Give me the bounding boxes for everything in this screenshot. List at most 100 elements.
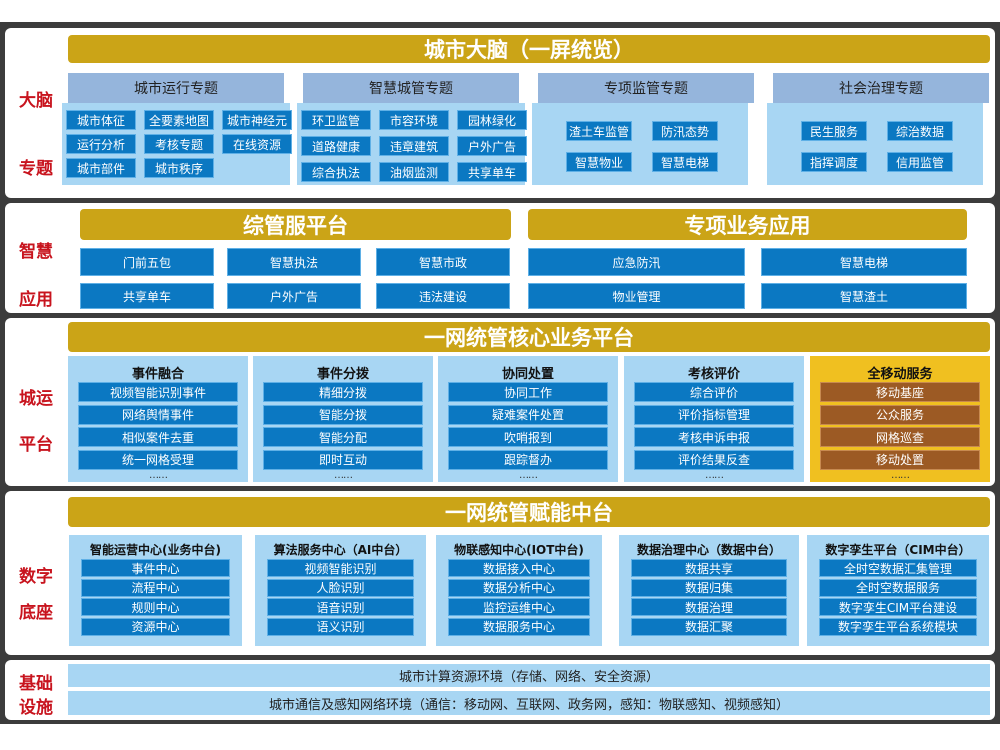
column-header: 数字孪生平台（CIM中台） [825, 543, 971, 557]
ops-item[interactable]: 公众服务 [820, 404, 980, 425]
section-label: 智慧 [19, 242, 53, 262]
group-body [532, 103, 748, 185]
topic-item[interactable]: 综合执法 [301, 162, 371, 182]
column-header: 事件分拨 [316, 367, 369, 382]
more-ellipsis: …… [705, 470, 724, 481]
app-item[interactable]: 共享单车 [80, 283, 214, 309]
base-item[interactable]: 语音识别 [267, 598, 414, 616]
base-item[interactable]: 数字孪生平台系统模块 [819, 617, 977, 636]
section-label: 城运 [19, 389, 53, 409]
topic-item[interactable]: 违章建筑 [379, 136, 449, 156]
topic-item[interactable]: 民生服务 [801, 121, 867, 141]
topic-item[interactable]: 运行分析 [66, 134, 136, 154]
infra-row: 城市计算资源环境（存储、网络、安全资源） [68, 664, 990, 687]
topic-item[interactable]: 全要素地图 [144, 110, 214, 130]
base-item[interactable]: 数据治理 [631, 598, 787, 616]
more-ellipsis: …… [891, 470, 910, 481]
ops-item[interactable]: 智能分配 [263, 427, 423, 447]
topic-item[interactable]: 考核专题 [144, 134, 214, 154]
app-item[interactable]: 智慧电梯 [761, 248, 967, 276]
topic-item[interactable]: 城市神经元 [222, 110, 292, 130]
more-ellipsis: …… [149, 470, 168, 481]
ops-item[interactable]: 吹哨报到 [448, 427, 608, 447]
topic-item[interactable]: 智慧电梯 [652, 152, 718, 172]
ops-item[interactable]: 智能分拨 [263, 404, 423, 425]
base-item[interactable]: 数据汇聚 [631, 617, 787, 636]
ops-item[interactable]: 网络舆情事件 [78, 404, 238, 425]
base-item[interactable]: 资源中心 [81, 617, 230, 636]
app-item[interactable]: 应急防汛 [528, 248, 745, 276]
ops-item[interactable]: 视频智能识别事件 [78, 382, 238, 402]
topic-item[interactable]: 防汛态势 [652, 121, 718, 141]
column-header: 数据治理中心（数据中台） [636, 543, 781, 557]
base-item[interactable]: 事件中心 [81, 559, 230, 577]
base-item[interactable]: 数据分析中心 [448, 578, 590, 597]
base-item[interactable]: 规则中心 [81, 598, 230, 616]
ops-item[interactable]: 协同工作 [448, 382, 608, 402]
group-header: 智慧城管专题 [303, 73, 519, 103]
base-item[interactable]: 全时空数据服务 [819, 578, 977, 597]
app-item[interactable]: 智慧市政 [376, 248, 510, 276]
platform-title: 专项业务应用 [528, 209, 967, 240]
ops-item[interactable]: 评价结果反查 [634, 449, 794, 470]
column-header: 算法服务中心（AI中台） [273, 543, 408, 557]
topic-item[interactable]: 城市部件 [66, 158, 136, 178]
topic-item[interactable]: 市容环境 [379, 110, 449, 130]
base-item[interactable]: 数字孪生CIM平台建设 [819, 598, 977, 616]
topic-item[interactable]: 环卫监管 [301, 110, 371, 130]
base-item[interactable]: 数据归集 [631, 578, 787, 597]
topic-item[interactable]: 渣土车监管 [566, 121, 632, 141]
ops-item[interactable]: 考核申诉申报 [634, 427, 794, 447]
base-item[interactable]: 视频智能识别 [267, 559, 414, 577]
base-item[interactable]: 数据服务中心 [448, 617, 590, 636]
ops-item[interactable]: 统一网格受理 [78, 449, 238, 470]
infra-row: 城市通信及感知网络环境（通信：移动网、互联网、政务网，感知：物联感知、视频感知） [68, 691, 990, 715]
topic-item[interactable]: 共享单车 [457, 162, 527, 182]
ops-item[interactable]: 疑难案件处置 [448, 404, 608, 425]
base-item[interactable]: 人脸识别 [267, 578, 414, 597]
ops-item[interactable]: 综合评价 [634, 382, 794, 402]
topic-item[interactable]: 户外广告 [457, 136, 527, 156]
ops-item[interactable]: 网格巡查 [820, 427, 980, 447]
base-item[interactable]: 全时空数据汇集管理 [819, 559, 977, 577]
section-title: 一网统管核心业务平台 [68, 322, 990, 352]
more-ellipsis: …… [334, 470, 353, 481]
column-header: 协同处置 [501, 367, 554, 382]
base-item[interactable]: 语义识别 [267, 617, 414, 636]
topic-item[interactable]: 道路健康 [301, 136, 371, 156]
column-header: 物联感知中心(IOT中台) [454, 543, 584, 557]
topic-item[interactable]: 油烟监测 [379, 162, 449, 182]
ops-item[interactable]: 移动处置 [820, 449, 980, 470]
group-body [767, 103, 983, 185]
section-title: 城市大脑（一屏统览） [68, 35, 990, 63]
column-header: 考核评价 [687, 367, 740, 382]
ops-item[interactable]: 跟踪督办 [448, 449, 608, 470]
base-item[interactable]: 数据共享 [631, 559, 787, 577]
topic-item[interactable]: 城市体征 [66, 110, 136, 130]
topic-item[interactable]: 在线资源 [222, 134, 292, 154]
section-label: 设施 [19, 698, 53, 718]
app-item[interactable]: 违法建设 [376, 283, 510, 309]
ops-item[interactable]: 评价指标管理 [634, 404, 794, 425]
section-label: 应用 [19, 290, 53, 310]
app-item[interactable]: 智慧渣土 [761, 283, 967, 309]
ops-item[interactable]: 精细分拨 [263, 382, 423, 402]
topic-item[interactable]: 综治数据 [887, 121, 953, 141]
app-item[interactable]: 门前五包 [80, 248, 214, 276]
ops-item[interactable]: 移动基座 [820, 382, 980, 402]
base-item[interactable]: 监控运维中心 [448, 598, 590, 616]
base-item[interactable]: 数据接入中心 [448, 559, 590, 577]
topic-item[interactable]: 园林绿化 [457, 110, 527, 130]
topic-item[interactable]: 城市秩序 [144, 158, 214, 178]
topic-item[interactable]: 信用监管 [887, 152, 953, 172]
base-item[interactable]: 流程中心 [81, 578, 230, 597]
topic-item[interactable]: 指挥调度 [801, 152, 867, 172]
column-header: 事件融合 [131, 367, 184, 382]
ops-item[interactable]: 相似案件去重 [78, 427, 238, 447]
group-header: 社会治理专题 [773, 73, 989, 103]
ops-item[interactable]: 即时互动 [263, 449, 423, 470]
topic-item[interactable]: 智慧物业 [566, 152, 632, 172]
app-item[interactable]: 户外广告 [227, 283, 361, 309]
app-item[interactable]: 物业管理 [528, 283, 745, 309]
app-item[interactable]: 智慧执法 [227, 248, 361, 276]
